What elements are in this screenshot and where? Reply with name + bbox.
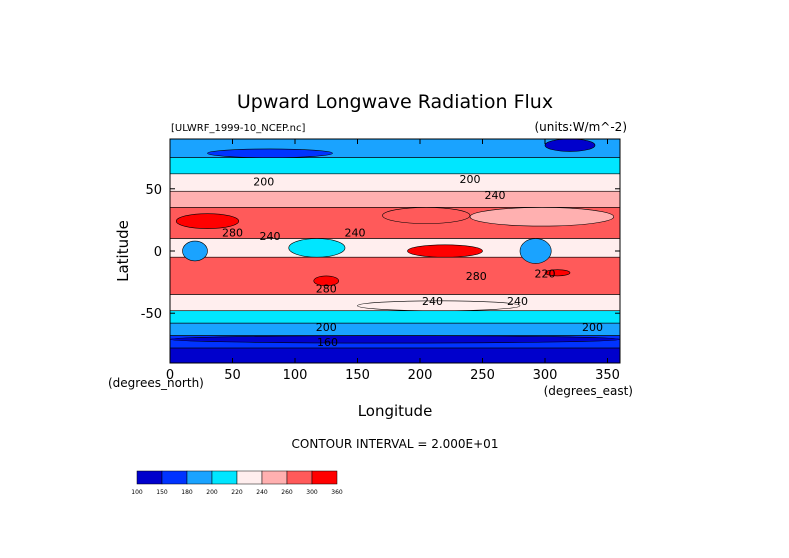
x-axis: 0 50 100 150 200 250 300 350 [166, 139, 620, 383]
x-tick-label: 50 [224, 368, 241, 383]
contour-label: 240 [422, 295, 443, 308]
flux-region [175, 213, 240, 229]
flux-region [469, 207, 615, 227]
chart-title: Upward Longwave Radiation Flux [237, 91, 553, 113]
y-axis-label: Latitude [114, 220, 132, 282]
flux-band [169, 310, 621, 324]
legend-swatch [136, 470, 163, 485]
x-tick-label: 0 [166, 368, 174, 383]
contour-label: 200 [582, 321, 603, 334]
contour-label: 280 [316, 282, 337, 295]
contour-label: 200 [460, 173, 481, 186]
flux-region [207, 148, 333, 158]
contour-label: 240 [507, 295, 528, 308]
x-tick-label: 200 [408, 368, 433, 383]
x-tick-label: 150 [345, 368, 370, 383]
legend-level-label: 220 [231, 489, 243, 496]
legend-swatch [186, 470, 213, 485]
legend-level-label: 240 [256, 489, 268, 496]
plot-area [169, 138, 621, 364]
flux-band [169, 322, 621, 336]
contour-label: 280 [222, 226, 243, 239]
flux-region [313, 275, 340, 287]
flux-band [169, 238, 621, 258]
x-tick-label: 100 [283, 368, 308, 383]
flux-region [382, 207, 471, 224]
x-axis-label: Longitude [358, 402, 433, 420]
contour-label: 240 [260, 230, 281, 243]
y-tick-label: 0 [154, 245, 162, 260]
y-axis: 50 0 -50 [141, 183, 620, 322]
flux-band [169, 173, 621, 192]
y-units-label: (degrees_north) [108, 376, 204, 390]
legend-swatch [261, 470, 288, 485]
legend-level-label: 300 [306, 489, 318, 496]
legend-swatch [311, 470, 338, 485]
legend-swatch [211, 470, 238, 485]
contour-labels: 200 200 240 240 240 280 220 280 280 240 240 200 200 1… [222, 173, 603, 349]
flux-region [544, 138, 596, 152]
legend-level-label: 260 [281, 489, 293, 496]
legend-level-label: 100 [131, 489, 143, 496]
flux-band [169, 347, 621, 364]
flux-band [169, 256, 621, 295]
legend-level-label: 200 [206, 489, 218, 496]
color-legend: 100 150 180 200 220 240 260 300 360 [131, 470, 343, 496]
legend-swatch [161, 470, 188, 485]
flux-region [544, 269, 571, 277]
flux-region [519, 238, 552, 264]
x-tick-label: 350 [595, 368, 620, 383]
flux-region [357, 300, 521, 312]
contour-label: 200 [253, 175, 274, 188]
contour-label: 200 [316, 321, 337, 334]
contour-interval: CONTOUR INTERVAL = 2.000E+01 [292, 437, 499, 451]
file-label: [ULWRF_1999-10_NCEP.nc] [171, 123, 306, 134]
x-tick-label: 250 [470, 368, 495, 383]
flux-region [288, 238, 346, 258]
legend-swatch [236, 470, 263, 485]
flux-region [169, 335, 621, 344]
y-tick-label: 50 [145, 183, 162, 198]
legend-level-label: 180 [181, 489, 193, 496]
units-label: (units:W/m^-2) [534, 120, 627, 134]
x-tick-label: 300 [533, 368, 558, 383]
contour-label: 160 [317, 336, 338, 349]
legend-level-label: 150 [156, 489, 168, 496]
legend-level-label: 360 [331, 489, 343, 496]
flux-band [169, 190, 621, 208]
flux-region [407, 244, 483, 258]
contour-label: 240 [345, 226, 366, 239]
legend-swatch [286, 470, 313, 485]
contour-label: 240 [485, 189, 506, 202]
x-units-label: (degrees_east) [544, 384, 633, 398]
flux-band [169, 157, 621, 175]
contour-label: 220 [535, 267, 556, 280]
y-tick-label: -50 [141, 307, 162, 322]
flux-region [182, 240, 208, 262]
contour-label: 280 [466, 270, 487, 283]
